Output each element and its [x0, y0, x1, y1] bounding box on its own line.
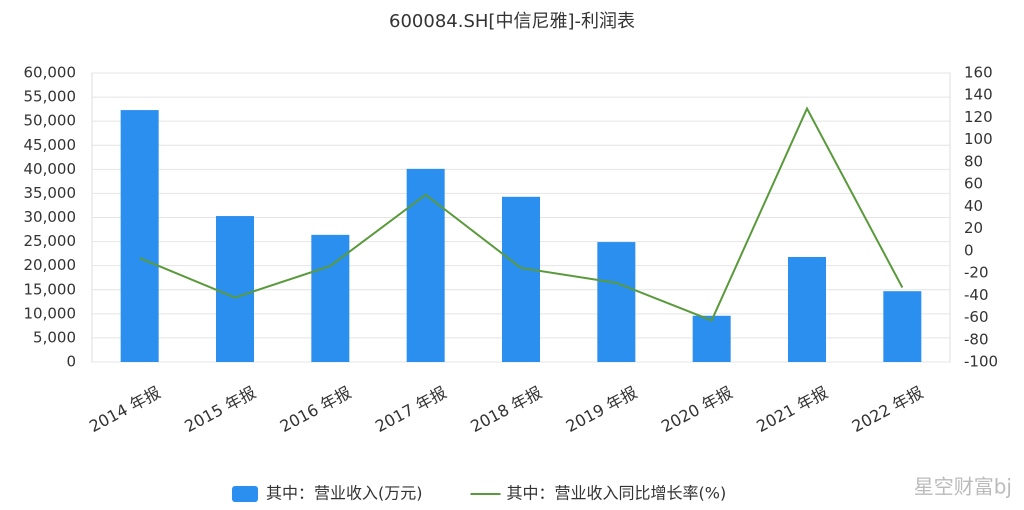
legend-swatch: [232, 486, 258, 502]
y-tick-label: 5,000: [33, 328, 76, 346]
y2-tick-label: 120: [964, 108, 993, 126]
bar: [597, 242, 636, 362]
bar: [883, 291, 922, 362]
y2-tick-label: 140: [964, 86, 993, 104]
y2-tick-label: 100: [964, 130, 993, 148]
x-tick-label: 2018 年报: [467, 383, 545, 436]
y2-tick-label: 20: [964, 219, 983, 237]
bar: [788, 256, 826, 362]
watermark: 星空财富bj: [914, 475, 1012, 499]
y-tick-label: 55,000: [24, 88, 77, 106]
line: [139, 106, 904, 322]
y2-tick-label: 160: [964, 64, 993, 82]
bar: [216, 216, 254, 362]
y2-tick-label: -40: [964, 286, 989, 304]
y-tick-label: 15,000: [24, 280, 77, 298]
y-tick-label: 25,000: [24, 232, 77, 250]
x-tick-label: 2015 年报: [181, 383, 259, 436]
y2-tick-label: -20: [964, 264, 989, 282]
x-tick-label: 2021 年报: [753, 383, 831, 436]
y-tick-label: 30,000: [24, 208, 77, 226]
y-tick-label: 35,000: [24, 184, 77, 202]
x-tick-label: 2016 年报: [277, 383, 355, 436]
y-tick-label: 0: [66, 353, 76, 371]
bar: [502, 196, 540, 362]
legend-label: 其中：营业收入同比增长率(%): [507, 484, 727, 503]
bar: [311, 234, 350, 362]
bar: [120, 110, 159, 362]
y-tick-label: 45,000: [24, 136, 77, 154]
y2-tick-label: 60: [964, 175, 983, 193]
x-tick-label: 2020 年报: [658, 383, 736, 436]
y2-tick-label: 80: [964, 152, 983, 170]
x-tick-label: 2017 年报: [372, 383, 450, 436]
bar: [406, 168, 445, 362]
x-tick-label: 2014 年报: [86, 383, 164, 436]
y-tick-label: 20,000: [24, 256, 77, 274]
y2-tick-label: 0: [964, 241, 974, 259]
y2-tick-label: -60: [964, 308, 989, 326]
y-tick-label: 50,000: [24, 112, 77, 130]
y2-tick-label: -100: [964, 353, 998, 371]
x-tick-label: 2022 年报: [849, 383, 927, 436]
chart-title: 600084.SH[中信尼雅]-利润表: [389, 11, 635, 32]
y2-tick-label: -80: [964, 330, 989, 348]
legend-label: 其中：营业收入(万元): [266, 484, 423, 503]
x-tick-label: 2019 年报: [563, 383, 641, 436]
bar: [692, 315, 731, 362]
y-tick-label: 40,000: [24, 160, 77, 178]
y2-tick-label: 40: [964, 197, 983, 215]
y-tick-label: 60,000: [24, 64, 77, 82]
y-tick-label: 10,000: [24, 304, 77, 322]
